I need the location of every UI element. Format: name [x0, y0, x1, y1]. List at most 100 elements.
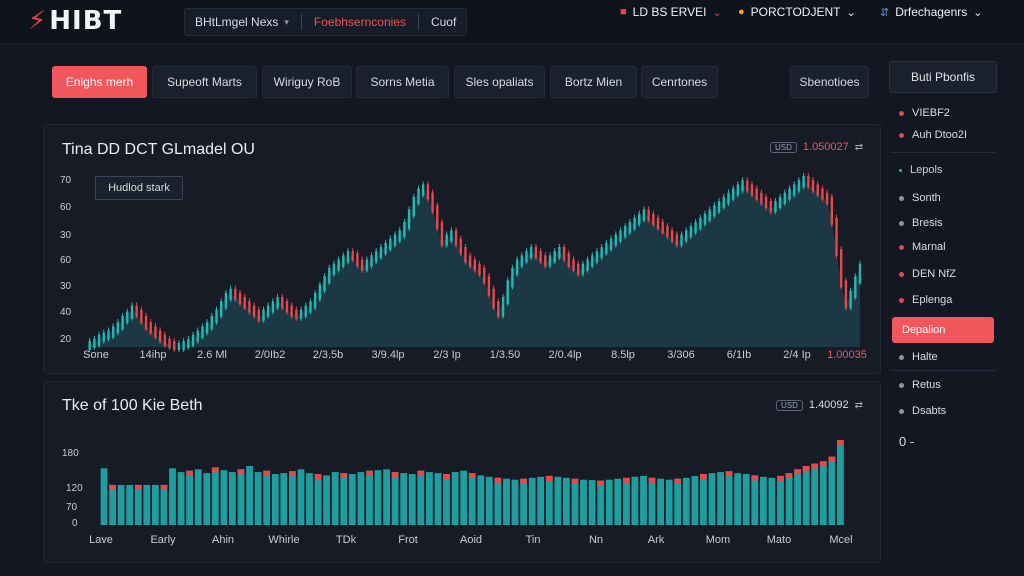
volume-bar	[691, 475, 699, 525]
sidebar-item[interactable]: Auh Dtoo2I	[899, 126, 967, 144]
chart1-price-value: 1.050027	[802, 141, 849, 153]
volume-bar-cap	[623, 477, 630, 483]
chart2-y-tick: 70	[66, 502, 78, 513]
volume-bar	[374, 470, 382, 525]
price-line-chart[interactable]	[85, 172, 862, 352]
volume-bar-cap	[443, 474, 450, 479]
chart1-y-tick: 40	[60, 307, 72, 318]
volume-bar	[220, 470, 228, 525]
sidebar-header-label: Lepols	[910, 164, 943, 176]
candle-body	[534, 246, 538, 259]
candle-body	[313, 292, 317, 309]
tab-3[interactable]: Wiriguy RoB	[262, 66, 352, 98]
sidebar-item[interactable]: DEN NfZ	[899, 265, 956, 283]
volume-bar	[537, 476, 545, 525]
sidebar-item[interactable]: VIEBF2	[899, 104, 950, 122]
candle-body	[436, 205, 439, 229]
volume-bar	[554, 476, 562, 525]
flag-icon: ■	[620, 6, 627, 18]
sidebar-footer: 0 -	[899, 433, 915, 449]
candle-body	[440, 221, 444, 246]
chevron-down-icon[interactable]: ▾	[284, 16, 289, 27]
candle-body	[375, 251, 378, 263]
tab-6[interactable]: Bortz Mien	[550, 66, 637, 98]
candle-body	[191, 334, 195, 346]
sidebar-item[interactable]: Eplenga	[899, 291, 952, 309]
candle-body	[722, 196, 725, 209]
topnav-item-news[interactable]: BHtLmgel Nexs	[195, 15, 279, 29]
sidebar-top-button[interactable]: Buti Pbonfis	[889, 61, 997, 93]
candle-body	[544, 255, 547, 267]
tab-4[interactable]: Sorns Metia	[356, 66, 449, 98]
candle-body	[126, 311, 129, 323]
chart1-x-tick: 14ihp	[139, 349, 167, 361]
sidebar-item[interactable]: Marnal	[899, 238, 946, 256]
volume-bar	[819, 461, 827, 526]
tab-5[interactable]: Sles opaliats	[454, 66, 545, 98]
candle-body	[783, 192, 787, 204]
sidebar-item-active[interactable]: Depalion	[892, 317, 994, 343]
topnav-item-promo[interactable]: Foebhsernconies	[313, 15, 406, 29]
volume-bar-cap	[802, 466, 810, 471]
candle-body	[473, 259, 477, 271]
sidebar-item[interactable]: Retus	[899, 376, 941, 394]
currency-pill[interactable]: USD	[776, 399, 803, 411]
tab-7[interactable]: Cenrtones	[641, 66, 718, 98]
volume-bar	[100, 468, 108, 525]
language-selector[interactable]: ■ LD BS ERVEI ⌄	[620, 2, 722, 22]
swap-icon[interactable]: ⇄	[854, 399, 864, 411]
candle-body	[685, 230, 688, 242]
candle-body	[731, 188, 735, 200]
candle-body	[807, 176, 810, 188]
candle-body	[187, 338, 190, 348]
tab-8[interactable]: Sbenotioes	[790, 66, 869, 98]
portfolio-selector[interactable]: ● PORCTODJENT ⌄	[738, 2, 856, 22]
topnav-item-cuof[interactable]: Cuof	[430, 15, 457, 29]
candle-body	[844, 280, 848, 309]
volume-bar	[271, 474, 279, 525]
candle-body	[778, 196, 782, 209]
candle-body	[717, 201, 721, 213]
candle-body	[304, 305, 307, 317]
candle-body	[426, 184, 430, 200]
candle-body	[854, 276, 857, 298]
chart2-x-tick: Nn	[588, 534, 604, 546]
volume-bar	[563, 477, 570, 525]
candle-body	[281, 297, 284, 309]
sidebar-item[interactable]: Dsabts	[899, 402, 946, 420]
currency-pill[interactable]: USD	[770, 141, 797, 153]
chart2-y-tick: 120	[66, 483, 83, 494]
candle-body	[539, 251, 542, 263]
app-logo[interactable]: ⚡HIBT	[28, 6, 122, 36]
tab-2[interactable]: Supeoft Marts	[152, 66, 257, 98]
candle-body	[224, 292, 228, 309]
volume-bar	[134, 484, 142, 525]
chart1-x-tick: 1/3.50	[489, 349, 521, 361]
candle-body	[229, 288, 232, 300]
volume-bar	[246, 466, 253, 525]
volume-bar-chart[interactable]	[100, 440, 845, 526]
candle-body	[318, 284, 322, 300]
sidebar-item[interactable]: Halte	[899, 348, 938, 366]
chart2-x-tick: TDk	[335, 534, 357, 546]
sidebar-item[interactable]: Sonth	[899, 189, 941, 207]
tab-1[interactable]: Enighs merh	[52, 66, 147, 98]
candle-body	[290, 305, 293, 317]
sidebar-section-header: Lepols	[899, 161, 942, 179]
chart2-price-value: 1.40092	[808, 399, 849, 411]
candle-body	[299, 309, 303, 319]
swap-icon[interactable]: ⇄	[854, 141, 864, 153]
exchange-selector[interactable]: ⇵ Drfechagenrs ⌄	[880, 2, 982, 22]
candle-body	[699, 217, 702, 229]
candle-body	[821, 188, 824, 200]
sidebar-item[interactable]: Bresis	[899, 214, 943, 232]
volume-bar	[520, 478, 527, 525]
chart1-legend[interactable]: Hudlod stark	[95, 176, 183, 200]
volume-bar	[640, 475, 647, 525]
volume-bar-cap	[391, 472, 399, 478]
status-dot-icon	[899, 244, 904, 250]
volume-bar-cap	[417, 470, 425, 476]
chart1-y-tick: 20	[60, 334, 72, 345]
volume-bar-cap	[211, 467, 219, 473]
sidebar-item-label: Eplenga	[912, 294, 953, 306]
